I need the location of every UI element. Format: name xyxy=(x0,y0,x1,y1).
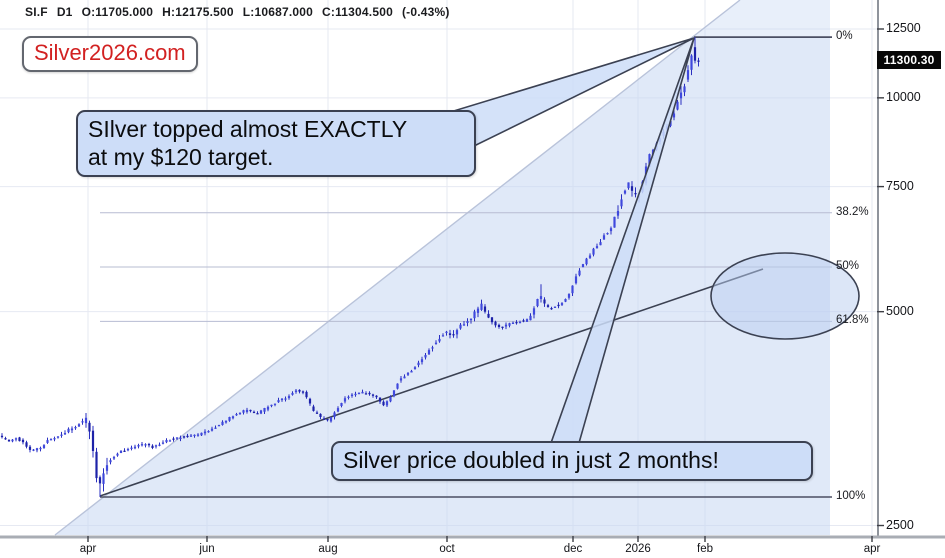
price-axis-label: 5000 xyxy=(886,304,914,318)
symbol-label: SI.F xyxy=(25,5,48,19)
high-value: H:12175.500 xyxy=(162,5,234,19)
target-note-line2: at my $120 target. xyxy=(88,143,274,170)
timeframe-label: D1 xyxy=(56,5,73,19)
candlestick-series xyxy=(0,37,700,497)
fib-level-label: 100% xyxy=(836,490,866,502)
support-trendline[interactable] xyxy=(99,268,764,497)
fib-level-label: 50% xyxy=(836,260,860,272)
time-axis-label: aug xyxy=(318,543,338,555)
doubled-note-text: Silver price doubled in just 2 months! xyxy=(343,447,719,473)
close-value: C:11304.500 xyxy=(322,5,393,19)
time-axis-label: oct xyxy=(439,543,455,555)
time-axis-label: 2026 xyxy=(625,543,651,555)
fib-level-label: 38.2% xyxy=(836,206,869,218)
time-axis-label: dec xyxy=(563,543,583,555)
ohlc-header: SI.F D1 O:11705.000 H:12175.500 L:10687.000 C… xyxy=(25,5,459,19)
time-axis-label: apr xyxy=(79,543,97,555)
target-note-line1: SIlver topped almost EXACTLY xyxy=(88,116,408,142)
annotation-target-note: SIlver topped almost EXACTLY at my $120 … xyxy=(76,110,476,178)
watermark-badge[interactable]: Silver2026.com xyxy=(22,36,198,72)
price-axis-label: 2500 xyxy=(886,518,914,532)
change-value: (-0.43%) xyxy=(401,5,450,19)
price-axis-label: 10000 xyxy=(886,90,921,104)
open-value: O:11705.000 xyxy=(81,5,154,19)
price-axis-label: 7500 xyxy=(886,179,914,193)
time-axis-label: apr xyxy=(863,543,881,555)
time-axis-label: feb xyxy=(697,543,713,555)
fib-level-label: 0% xyxy=(836,30,853,42)
watermark-text: Silver2026.com xyxy=(34,40,186,65)
fib-level-label: 61.8% xyxy=(836,314,869,326)
fib-zone-fill xyxy=(55,37,830,536)
last-price-badge: 11300.30 xyxy=(877,51,941,69)
time-axis-label: jun xyxy=(199,543,215,555)
retracement-target-ellipse[interactable] xyxy=(710,252,860,340)
price-axis-label: 12500 xyxy=(886,21,921,35)
low-value: L:10687.000 xyxy=(242,5,314,19)
annotation-doubled-note: Silver price doubled in just 2 months! xyxy=(331,441,813,481)
